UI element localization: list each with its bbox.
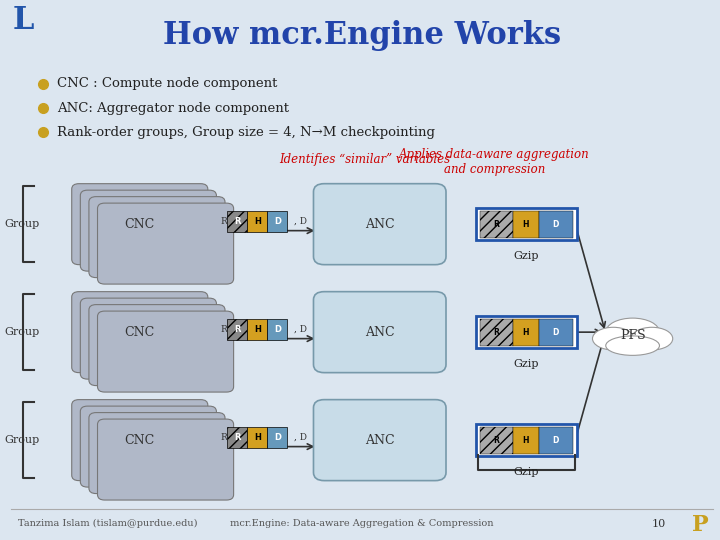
FancyBboxPatch shape [313,292,446,373]
FancyBboxPatch shape [477,208,577,240]
FancyBboxPatch shape [477,316,577,348]
FancyBboxPatch shape [97,419,233,500]
FancyBboxPatch shape [539,211,573,238]
Text: mcr.Engine: Data-aware Aggregation & Compression: mcr.Engine: Data-aware Aggregation & Com… [230,519,494,528]
Text: D: D [552,436,559,444]
Text: Gzip: Gzip [514,251,539,261]
FancyBboxPatch shape [539,427,573,454]
Text: ANC: ANC [365,218,395,231]
Text: Group: Group [4,219,39,229]
Text: ANC: Aggregator node component: ANC: Aggregator node component [58,102,289,114]
Text: PFS: PFS [620,329,645,342]
FancyBboxPatch shape [89,305,225,386]
Text: , D: , D [294,433,307,442]
Text: Gzip: Gzip [514,359,539,369]
FancyBboxPatch shape [72,400,208,481]
FancyBboxPatch shape [313,400,446,481]
Text: H: H [523,220,529,228]
FancyBboxPatch shape [267,319,287,340]
Text: Rank-order groups, Group size = 4, N→M checkpointing: Rank-order groups, Group size = 4, N→M c… [58,126,436,139]
Text: CNC: CNC [125,326,155,339]
Text: 10: 10 [652,519,666,529]
Text: L: L [12,5,34,36]
FancyBboxPatch shape [97,203,233,284]
FancyBboxPatch shape [81,190,217,271]
Text: R: R [493,436,499,444]
FancyBboxPatch shape [89,197,225,278]
Text: Group: Group [4,435,39,445]
Text: Applies data-aware aggregation
and compression: Applies data-aware aggregation and compr… [399,148,590,176]
FancyBboxPatch shape [228,319,247,340]
Text: H: H [523,328,529,336]
Text: H: H [254,433,261,442]
FancyBboxPatch shape [247,319,267,340]
Text: R: R [493,220,499,228]
Text: R: R [493,328,499,336]
FancyBboxPatch shape [480,427,513,454]
FancyBboxPatch shape [97,311,233,392]
FancyBboxPatch shape [72,292,208,373]
Text: D: D [552,328,559,336]
Text: R: R [221,325,228,334]
FancyBboxPatch shape [228,211,247,232]
Text: H: H [254,217,261,226]
FancyBboxPatch shape [477,424,577,456]
FancyBboxPatch shape [81,406,217,487]
Text: Tanzima Islam (tislam@purdue.edu): Tanzima Islam (tislam@purdue.edu) [18,519,197,528]
Text: CNC: CNC [125,218,155,231]
FancyBboxPatch shape [72,184,208,265]
FancyBboxPatch shape [480,211,513,238]
Text: R: R [234,217,240,226]
Text: , D: , D [294,217,307,226]
Text: Gzip: Gzip [514,467,539,477]
FancyBboxPatch shape [513,319,539,346]
Text: How mcr.Engine Works: How mcr.Engine Works [163,19,561,51]
FancyBboxPatch shape [513,211,539,238]
Text: R: R [221,433,228,442]
Text: R: R [221,217,228,226]
Ellipse shape [593,327,634,350]
Text: CNC : Compute node component: CNC : Compute node component [58,77,278,90]
Text: CNC: CNC [125,434,155,447]
FancyBboxPatch shape [228,427,247,448]
Text: D: D [274,433,281,442]
Text: D: D [274,325,281,334]
Text: D: D [552,220,559,228]
FancyBboxPatch shape [480,319,513,346]
Ellipse shape [631,327,672,350]
FancyBboxPatch shape [89,413,225,494]
Text: P: P [692,514,708,536]
Ellipse shape [606,318,660,346]
Ellipse shape [606,336,660,355]
Text: D: D [274,217,281,226]
Text: ANC: ANC [365,326,395,339]
FancyBboxPatch shape [81,298,217,379]
FancyBboxPatch shape [267,211,287,232]
FancyBboxPatch shape [267,427,287,448]
Text: H: H [254,325,261,334]
Text: , D: , D [294,325,307,334]
FancyBboxPatch shape [513,427,539,454]
Text: Identifies “similar” variables: Identifies “similar” variables [279,153,451,166]
Text: ANC: ANC [365,434,395,447]
FancyBboxPatch shape [247,427,267,448]
Text: R: R [234,325,240,334]
Text: H: H [523,436,529,444]
Text: Group: Group [4,327,39,337]
Text: R: R [234,433,240,442]
FancyBboxPatch shape [539,319,573,346]
FancyBboxPatch shape [247,211,267,232]
FancyBboxPatch shape [313,184,446,265]
